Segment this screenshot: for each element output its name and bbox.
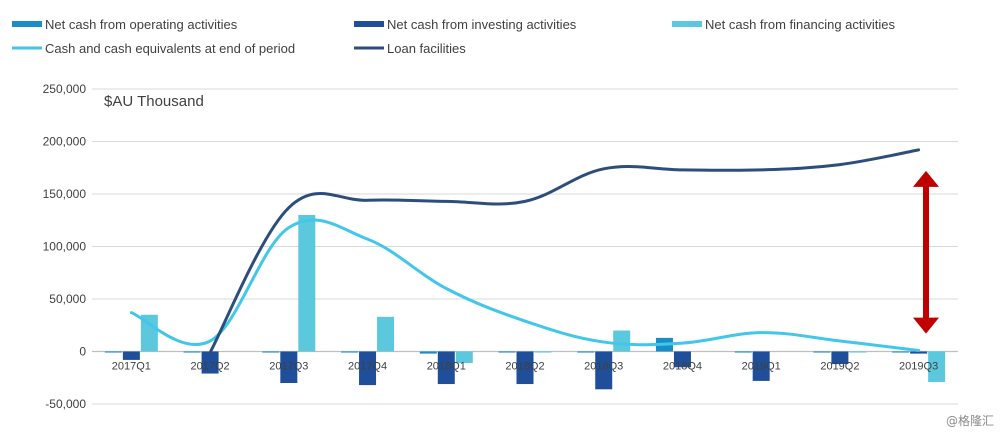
bar [595, 351, 613, 390]
unit-label: $AU Thousand [104, 93, 204, 110]
bar [140, 314, 158, 352]
bar [577, 351, 595, 353]
bar [516, 351, 534, 385]
bar [613, 330, 631, 352]
legend: Net cash from operating activities Net ca… [12, 17, 896, 56]
bar [734, 351, 752, 353]
legend-label: Net cash from investing activities [387, 17, 577, 32]
y-tick-label: 250,000 [43, 82, 87, 96]
y-tick-label: 0 [79, 345, 86, 359]
lines-layer [129, 148, 921, 355]
legend-label: Cash and cash equivalents at end of peri… [45, 41, 295, 56]
x-tick-label: 2018Q3 [584, 361, 623, 373]
annotation-layer [913, 170, 939, 334]
x-axis: 2017Q1 2017Q2 2017Q3 2017Q4 2018Q1 2018Q2 2018… [112, 361, 938, 373]
bar [813, 351, 831, 353]
bar [419, 351, 437, 354]
y-tick-label: 150,000 [43, 187, 87, 201]
bar [262, 351, 280, 353]
x-tick-label: 2019Q2 [820, 361, 859, 373]
bar [341, 351, 359, 353]
series-line [129, 218, 921, 352]
bar [104, 351, 122, 353]
y-tick-label: 100,000 [43, 240, 87, 254]
bar [201, 351, 219, 374]
legend-swatch [12, 21, 42, 27]
legend-label: Net cash from financing activities [705, 17, 896, 32]
legend-label: Net cash from operating activities [45, 17, 238, 32]
x-tick-label: 2017Q2 [191, 361, 230, 373]
y-axis: -50,000 0 50,000 100,000 150,000 200,000 250,0… [43, 82, 87, 411]
bar [892, 351, 910, 353]
x-tick-label: 2017Q1 [112, 361, 151, 373]
bar [831, 351, 849, 365]
bar [752, 351, 770, 381]
double-arrow-annotation [913, 170, 939, 334]
y-tick-label: 200,000 [43, 135, 87, 149]
bar [122, 351, 140, 360]
bar [359, 351, 377, 386]
bar [455, 351, 473, 364]
x-tick-label: 2017Q4 [348, 361, 387, 373]
bar [910, 351, 928, 354]
bar [849, 351, 867, 353]
bar [498, 351, 516, 353]
legend-swatch [354, 21, 384, 27]
x-tick-label: 2018Q1 [427, 361, 466, 373]
bar [377, 316, 395, 352]
bar [534, 351, 552, 353]
watermark-text: @格隆汇 [945, 414, 994, 428]
x-tick-label: 2017Q3 [269, 361, 308, 373]
legend-label: Loan facilities [387, 41, 466, 56]
y-tick-label: 50,000 [49, 292, 86, 306]
y-tick-label: -50,000 [45, 397, 86, 411]
bar [928, 351, 946, 382]
x-tick-label: 2019Q1 [742, 361, 781, 373]
series-line [208, 148, 921, 355]
legend-swatch [672, 21, 702, 27]
bar [183, 351, 201, 353]
bar [437, 351, 455, 385]
bar [298, 215, 316, 352]
bar [280, 351, 298, 383]
x-tick-label: 2019Q3 [899, 361, 938, 373]
x-tick-label: 2018Q4 [663, 361, 702, 373]
x-tick-label: 2018Q2 [505, 361, 544, 373]
bar [673, 351, 691, 368]
